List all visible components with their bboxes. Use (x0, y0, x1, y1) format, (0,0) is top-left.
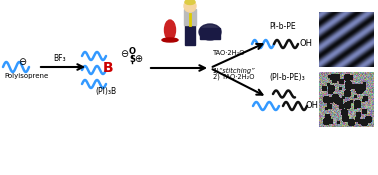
Text: TAO·2H₂O: TAO·2H₂O (213, 50, 245, 56)
Text: BF₃: BF₃ (54, 54, 66, 63)
Text: 1)“stitching”: 1)“stitching” (213, 67, 256, 73)
Text: B: B (103, 61, 113, 75)
Text: ⊖: ⊖ (18, 57, 26, 67)
Text: OH: OH (299, 38, 312, 47)
Text: (PI-b-PE)₃: (PI-b-PE)₃ (269, 73, 305, 82)
Text: Polyisoprene: Polyisoprene (4, 73, 48, 79)
Ellipse shape (162, 38, 178, 42)
Text: ⊕: ⊕ (134, 54, 142, 64)
Text: ⊖: ⊖ (120, 49, 128, 59)
Ellipse shape (185, 0, 195, 5)
Bar (184, 9, 196, 25)
Bar (185, 25, 195, 45)
Text: S: S (129, 54, 135, 64)
Text: O: O (129, 47, 135, 57)
Bar (200, 28, 220, 39)
Text: PI-b-PE: PI-b-PE (270, 22, 296, 31)
Text: (PI)₃B: (PI)₃B (95, 87, 116, 96)
Text: OH: OH (306, 100, 319, 110)
Ellipse shape (199, 24, 221, 40)
Ellipse shape (164, 20, 175, 40)
Circle shape (184, 0, 196, 12)
Text: 2) TAO·2H₂O: 2) TAO·2H₂O (213, 74, 254, 80)
